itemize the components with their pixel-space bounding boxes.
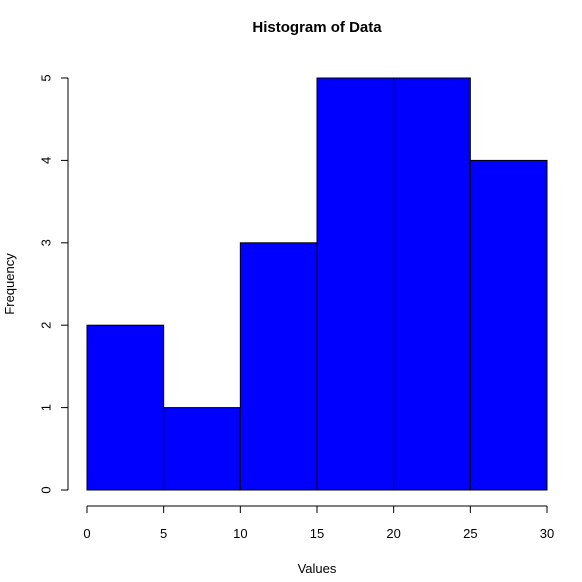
histogram-bar-4 xyxy=(393,77,471,491)
x-tick-label: 5 xyxy=(160,526,167,541)
chart-title: Histogram of Data xyxy=(252,19,382,36)
y-axis-label: Frequency xyxy=(2,253,17,315)
y-axis: 0 1 2 3 4 5 xyxy=(39,74,69,494)
x-tick-label: 30 xyxy=(540,526,554,541)
y-tick-label: 3 xyxy=(39,239,54,246)
histogram-bar-5 xyxy=(469,159,548,491)
x-tick-label: 0 xyxy=(83,526,90,541)
bars-group xyxy=(86,77,548,491)
y-tick-label: 1 xyxy=(39,404,54,411)
histogram-bar-2 xyxy=(239,242,318,491)
y-tick-label: 2 xyxy=(39,322,54,329)
y-tick-label: 4 xyxy=(39,157,54,164)
x-axis: 0 5 10 15 20 25 30 xyxy=(83,505,554,541)
histogram-bar-0 xyxy=(86,324,165,491)
x-axis-label: Values xyxy=(298,561,337,576)
histogram-bar-1 xyxy=(163,407,241,491)
x-tick-label: 15 xyxy=(310,526,324,541)
histogram-bar-3 xyxy=(316,77,395,491)
y-tick-label: 0 xyxy=(39,486,54,493)
y-tick-label: 5 xyxy=(39,74,54,81)
x-tick-label: 20 xyxy=(386,526,400,541)
x-tick-label: 25 xyxy=(463,526,477,541)
x-tick-label: 10 xyxy=(233,526,247,541)
